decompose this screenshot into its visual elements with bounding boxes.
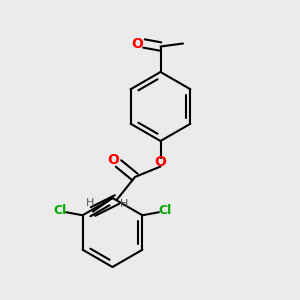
Text: O: O [131, 37, 143, 50]
Text: H: H [86, 197, 94, 208]
Text: Cl: Cl [53, 204, 66, 217]
Text: O: O [154, 155, 166, 169]
Text: H: H [120, 199, 129, 209]
Text: Cl: Cl [159, 204, 172, 217]
Text: O: O [107, 153, 119, 167]
